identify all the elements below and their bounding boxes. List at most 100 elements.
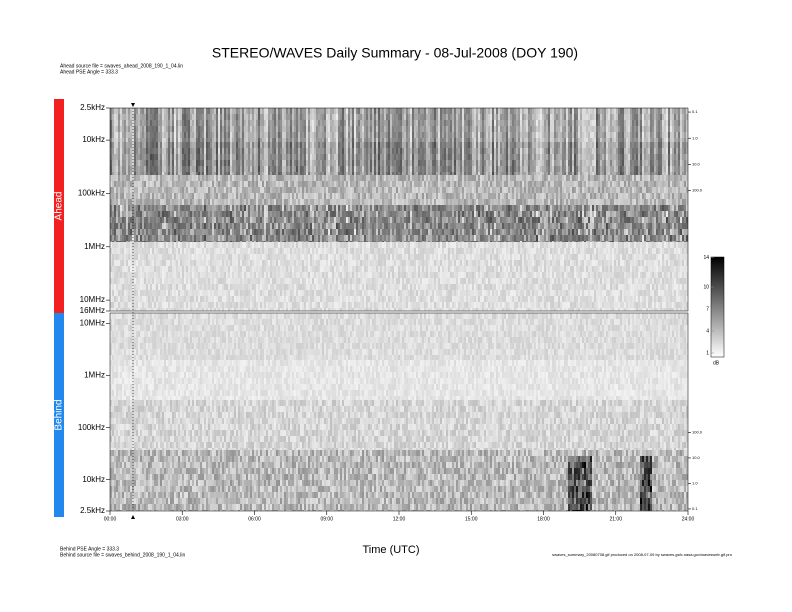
spectrogram-cell — [110, 480, 112, 486]
spectrogram-cell — [248, 462, 250, 468]
spectrogram-cell — [200, 486, 202, 492]
spectrogram-cell — [188, 337, 190, 343]
spectrogram-cell — [182, 396, 184, 400]
spectrogram-cell — [218, 492, 220, 498]
spectrogram-cell — [110, 468, 112, 474]
spectrogram-cell — [224, 193, 226, 199]
spectrogram-cell — [120, 456, 122, 462]
spectrogram-cell — [134, 412, 136, 418]
spectrogram-cell — [206, 498, 208, 504]
spectrogram-cell — [184, 331, 186, 337]
spectrogram-cell — [112, 436, 114, 442]
spectrogram-cell — [216, 366, 218, 372]
spectrogram-cell — [226, 242, 228, 248]
spectrogram-cell — [158, 492, 160, 498]
spectrogram-cell — [200, 366, 202, 372]
spectrogram-cell — [150, 148, 152, 154]
spectrogram-cell — [112, 241, 114, 242]
spectrogram-cell — [122, 248, 124, 254]
spectrogram-cell — [206, 492, 208, 498]
spectrogram-cell — [150, 430, 152, 436]
spectrogram-cell — [124, 396, 126, 400]
spectrogram-cell — [138, 349, 140, 355]
spectrogram-cell — [182, 142, 184, 148]
spectrogram-texture — [110, 108, 688, 511]
spectrogram-cell — [128, 175, 130, 181]
spectrogram-cell — [234, 272, 236, 278]
spectrogram-cell — [232, 486, 234, 492]
spectrogram-cell — [148, 235, 150, 241]
spectrogram-cell — [128, 378, 130, 384]
spectrogram-cell — [180, 366, 182, 372]
spectrogram-cell — [112, 448, 114, 450]
spectrogram-cell — [248, 331, 250, 337]
spectrogram-cell — [228, 442, 230, 448]
spectrogram-cell — [138, 229, 140, 235]
spectrogram-cell — [224, 418, 226, 424]
spectrogram-cell — [210, 138, 212, 142]
spectrogram-cell — [122, 504, 124, 510]
spectrogram-cell — [112, 486, 114, 492]
spectrogram-cell — [162, 260, 164, 266]
spectrogram-cell — [242, 400, 244, 406]
spectrogram-cell — [232, 181, 234, 187]
spectrogram-cell — [210, 504, 212, 510]
spectrogram-cell — [136, 319, 138, 325]
spectrogram-cell — [222, 498, 224, 504]
spectrogram-cell — [202, 418, 204, 424]
spectrogram-cell — [214, 468, 216, 474]
spectrogram-cell — [114, 175, 116, 181]
spectrogram-cell — [218, 229, 220, 235]
spectrogram-cell — [128, 331, 130, 337]
spectrogram-cell — [192, 235, 194, 241]
spectrogram-cell — [148, 278, 150, 284]
spectrogram-cell — [154, 223, 156, 229]
spectrogram-cell — [114, 424, 116, 430]
spectrogram-cell — [158, 424, 160, 430]
spectrogram-cell — [200, 384, 202, 390]
spectrogram-cell — [164, 296, 166, 302]
spectrogram-cell — [192, 406, 194, 412]
spectrogram-cell — [234, 412, 236, 418]
spectrogram-cell — [214, 248, 216, 254]
spectrogram-cell — [120, 108, 122, 114]
spectrogram-cell — [208, 211, 210, 217]
spectrogram-cell — [136, 424, 138, 430]
spectrogram-cell — [208, 337, 210, 343]
spectrogram-cell — [158, 462, 160, 468]
spectrogram-cell — [220, 278, 222, 284]
spectrogram-cell — [212, 378, 214, 384]
spectrogram-cell — [242, 284, 244, 290]
spectrogram-cell — [228, 242, 230, 248]
spectrogram-cell — [246, 308, 248, 311]
spectrogram-cell — [158, 211, 160, 217]
spectrogram-cell — [212, 296, 214, 302]
spectrogram-cell — [120, 142, 122, 148]
spectrogram-cell — [166, 172, 168, 175]
spectrogram-cell — [120, 126, 122, 132]
spectrogram-cell — [174, 138, 176, 142]
spectrogram-cell — [114, 378, 116, 384]
spectrogram-cell — [184, 154, 186, 160]
spectrogram-cell — [160, 193, 162, 199]
spectrogram-cell — [240, 355, 242, 360]
spectrogram-cell — [196, 456, 198, 462]
spectrogram-cell — [168, 296, 170, 302]
spectrogram-cell — [162, 241, 164, 242]
spectrogram-cell — [182, 349, 184, 355]
spectrogram-cell — [158, 132, 160, 138]
spectrogram-cell — [146, 349, 148, 355]
spectrogram-cell — [214, 498, 216, 504]
spectrogram-cell — [148, 272, 150, 278]
spectrogram-cell — [124, 278, 126, 284]
spectrogram-cell — [168, 313, 170, 319]
spectrogram-cell — [230, 436, 232, 442]
spectrogram-cell — [182, 418, 184, 424]
spectrogram-cell — [174, 313, 176, 319]
spectrogram-cell — [186, 450, 188, 456]
spectrogram-cell — [154, 486, 156, 492]
spectrogram-cell — [168, 343, 170, 349]
spectrogram-cell — [232, 355, 234, 360]
spectrogram-cell — [154, 313, 156, 319]
spectrogram-cell — [174, 442, 176, 448]
